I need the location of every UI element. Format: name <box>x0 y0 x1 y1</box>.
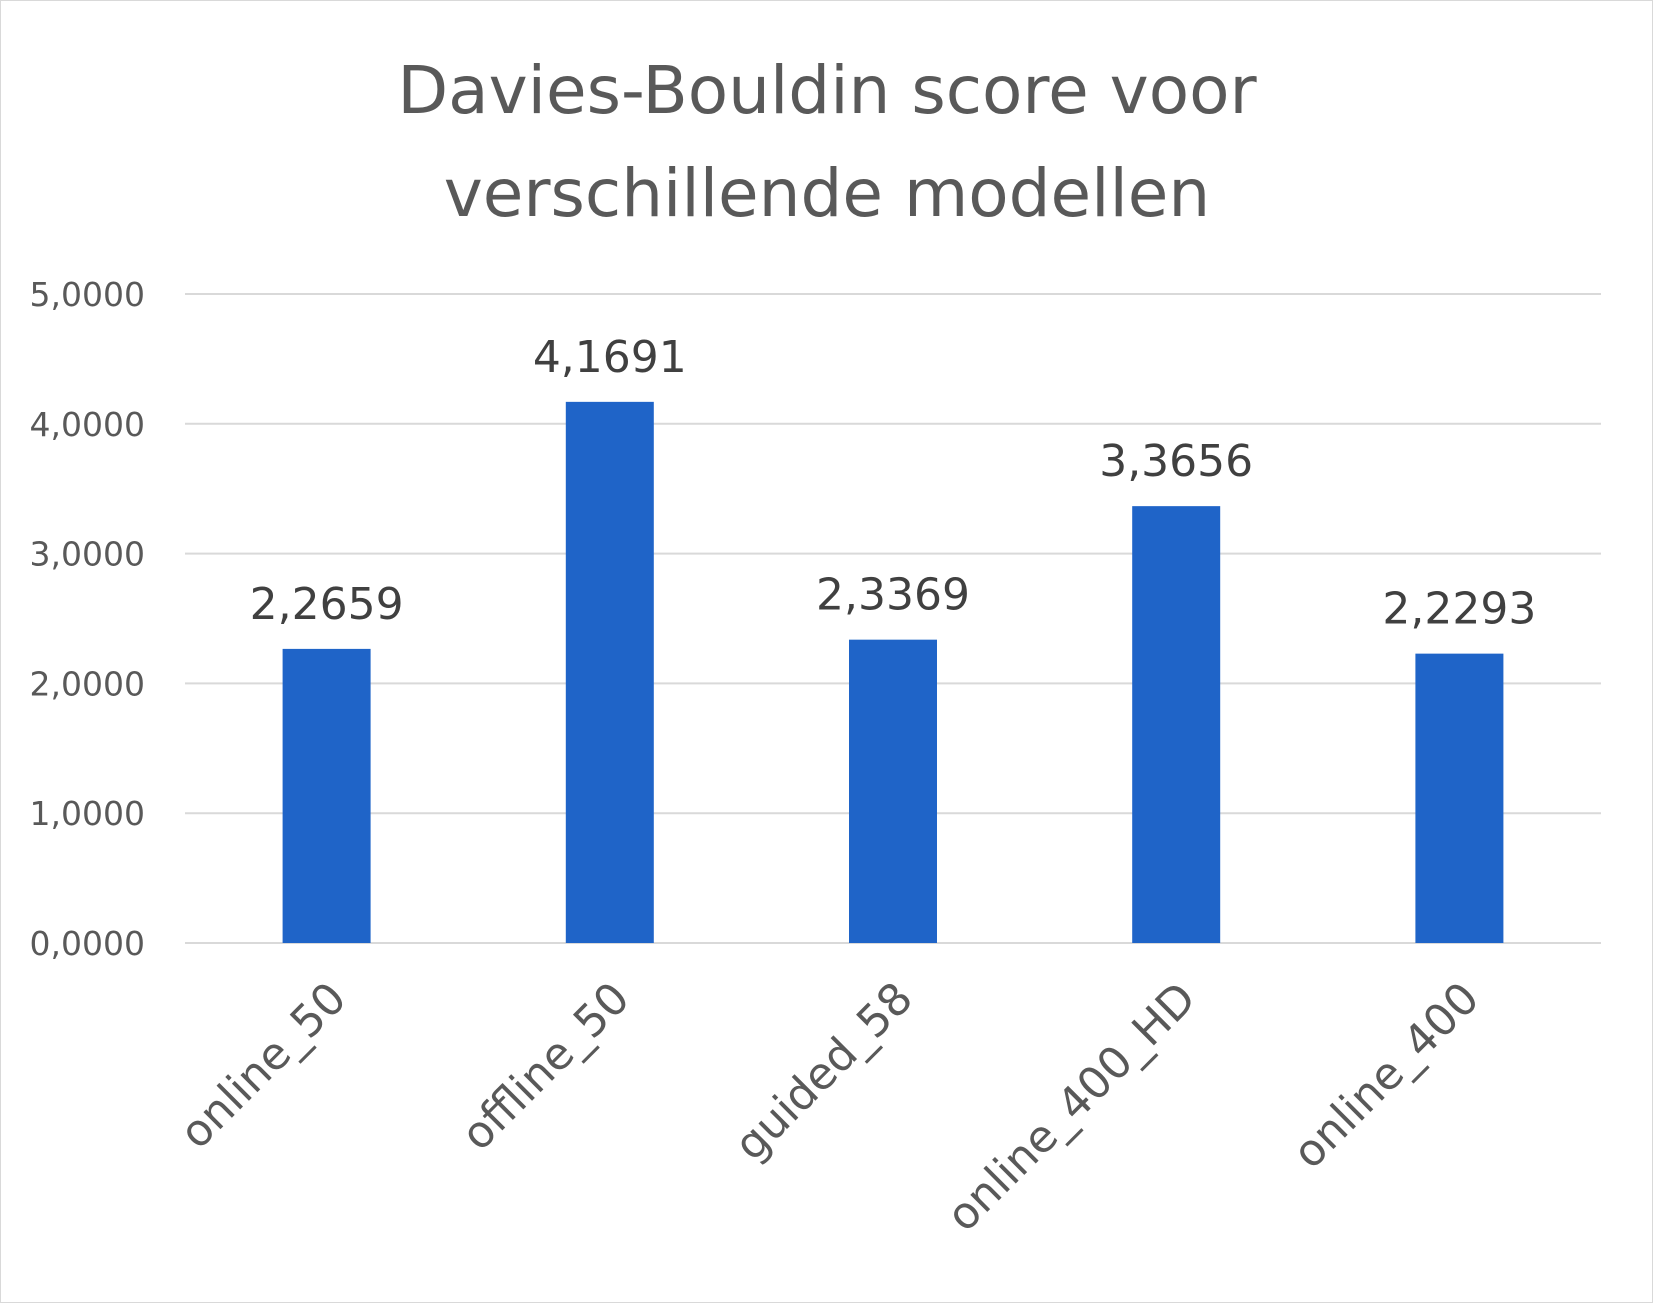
data-label-online_400: 2,2293 <box>1382 584 1536 635</box>
y-tick-label: 0,0000 <box>30 924 145 963</box>
y-tick-label: 2,0000 <box>30 664 145 703</box>
category-label-offline_50: offline_50 <box>452 973 640 1161</box>
bar-offline_50 <box>565 401 654 943</box>
x-axis-category-labels: online_50 offline_50 guided_58 online_400_H… <box>170 973 1489 1242</box>
category-label-online_400: online_400 <box>1283 973 1489 1179</box>
bar-guided_58 <box>849 639 937 943</box>
chart-title-line-2: verschillende modellen <box>444 155 1211 232</box>
bar-online_400_HD <box>1132 506 1221 943</box>
data-label-online_400_HD: 3,3656 <box>1099 436 1253 487</box>
y-tick-label: 4,0000 <box>30 405 145 444</box>
y-tick-label: 1,0000 <box>30 794 145 833</box>
category-label-online_50: online_50 <box>170 973 356 1159</box>
data-label-guided_58: 2,3369 <box>816 570 970 621</box>
category-label-online_400_HD: online_400_HD <box>937 973 1206 1242</box>
data-label-offline_50: 4,1691 <box>533 332 687 383</box>
data-label-online_50: 2,2659 <box>250 579 404 630</box>
data-labels: 2,2659 4,1691 2,3369 3,3656 2,2293 <box>250 332 1537 635</box>
bars <box>282 401 1504 943</box>
y-tick-label: 3,0000 <box>30 535 145 574</box>
y-axis-tick-labels: 0,0000 1,0000 2,0000 3,0000 4,0000 5,0000 <box>30 275 145 963</box>
y-tick-label: 5,0000 <box>30 275 145 314</box>
chart-title-line-1: Davies-Bouldin score voor <box>397 52 1257 129</box>
bar-online_50 <box>282 648 371 943</box>
bar-online_400 <box>1415 653 1504 943</box>
category-label-guided_58: guided_58 <box>725 973 923 1171</box>
